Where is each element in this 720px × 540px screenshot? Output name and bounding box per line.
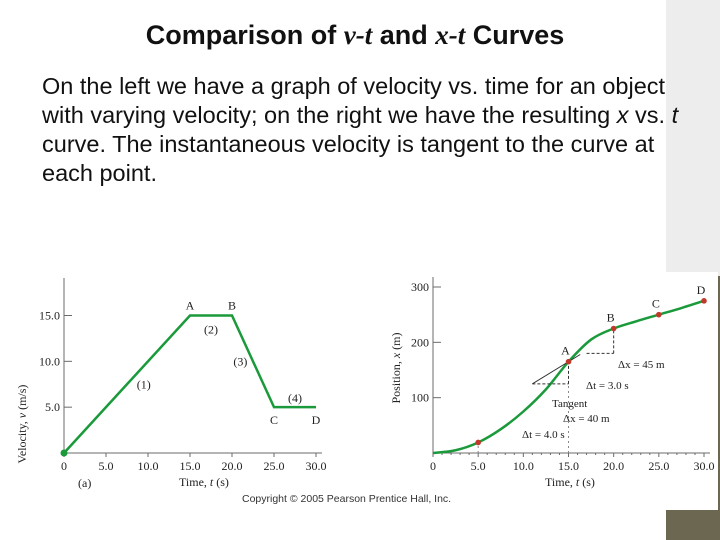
left-point-label: B — [228, 299, 236, 313]
right-x-tick-label: 5.0 — [471, 459, 486, 473]
delta-t-b-label: Δt = 3.0 s — [586, 380, 629, 392]
body-part: vs. — [628, 102, 672, 128]
left-y-axis-label: Velocity, v (m/s) — [15, 385, 29, 464]
slide-body-text: On the left we have a graph of velocity … — [42, 72, 682, 188]
left-segment-label: (1) — [137, 377, 151, 391]
left-x-tick-label: 0 — [61, 459, 67, 473]
left-y-tick-label: 5.0 — [45, 400, 60, 414]
figure-svg: (a) Time, t (s) Velocity, v (m/s) Time, … — [12, 272, 718, 510]
body-part: On the left we have a graph of velocity … — [42, 73, 666, 128]
title-part: and — [372, 20, 436, 50]
tangent-label: Tangent — [552, 398, 587, 410]
left-panel-label: (a) — [78, 476, 91, 490]
left-x-tick-label: 5.0 — [99, 459, 114, 473]
delta-x-b-label: Δx = 45 m — [618, 359, 665, 371]
right-x-tick-label: 20.0 — [603, 459, 624, 473]
copyright-text: Copyright © 2005 Pearson Prentice Hall, … — [242, 493, 451, 505]
slide-title: Comparison of v-t and x-t Curves — [0, 20, 710, 51]
tangent-line — [532, 354, 581, 385]
right-marker-point — [475, 439, 481, 446]
left-x-tick-label: 20.0 — [222, 459, 243, 473]
right-x-axis-label: Time, t (s) — [545, 475, 595, 489]
right-marker-point — [565, 358, 572, 365]
left-x-tick-label: 30.0 — [306, 459, 327, 473]
left-segment-label: (3) — [233, 354, 247, 368]
left-segment-label: (2) — [204, 322, 218, 336]
figure-panel: (a) Time, t (s) Velocity, v (m/s) Time, … — [12, 272, 718, 510]
title-part: Comparison of — [145, 20, 344, 50]
right-marker-label: B — [607, 311, 615, 325]
left-x-tick-label: 25.0 — [264, 459, 285, 473]
left-x-tick-label: 15.0 — [180, 459, 201, 473]
left-y-tick-label: 15.0 — [39, 309, 60, 323]
right-y-tick-label: 300 — [411, 280, 429, 294]
left-chart: 0 5.0 10.0 15.0 20.0 25.0 30.0 5.0 10.0 15.0 A B C D (… — [39, 278, 327, 473]
right-marker-label: C — [652, 297, 660, 311]
left-point-label: A — [186, 299, 195, 313]
title-vt: v-t — [343, 20, 373, 50]
right-marker-label: A — [561, 344, 570, 358]
right-x-tick-label: 0 — [430, 459, 436, 473]
body-t: t — [671, 102, 679, 128]
right-marker-point — [656, 311, 662, 318]
left-origin-point — [60, 449, 68, 457]
right-y-axis-label: Position, x (m) — [389, 332, 403, 403]
left-x-tick-label: 10.0 — [138, 459, 159, 473]
right-marker-point — [610, 325, 617, 332]
title-part: Curves — [465, 20, 565, 50]
right-y-tick-label: 100 — [411, 391, 429, 405]
left-point-label: D — [312, 413, 321, 427]
delta-x-a-label: Δx = 40 m — [563, 413, 610, 425]
right-y-tick-label: 200 — [411, 335, 429, 349]
right-x-tick-label: 30.0 — [694, 459, 715, 473]
left-y-tick-label: 10.0 — [39, 354, 60, 368]
body-x: x — [616, 102, 629, 128]
left-segment-label: (4) — [288, 391, 302, 405]
left-series-line — [63, 314, 316, 454]
right-x-tick-label: 25.0 — [648, 459, 669, 473]
right-chart: 0 5.0 10.0 15.0 20.0 25.0 30.0 100 200 300 A B C D — [411, 277, 715, 473]
right-x-tick-label: 10.0 — [513, 459, 534, 473]
delta-t-a-label: Δt = 4.0 s — [522, 429, 565, 441]
right-x-tick-label: 15.0 — [558, 459, 579, 473]
title-xt: x-t — [435, 20, 466, 50]
left-point-label: C — [270, 413, 278, 427]
body-part: curve. The instantaneous velocity is tan… — [42, 131, 655, 186]
right-marker-point — [701, 298, 707, 304]
left-x-axis-label: Time, t (s) — [179, 475, 229, 489]
right-marker-label: D — [697, 283, 706, 297]
